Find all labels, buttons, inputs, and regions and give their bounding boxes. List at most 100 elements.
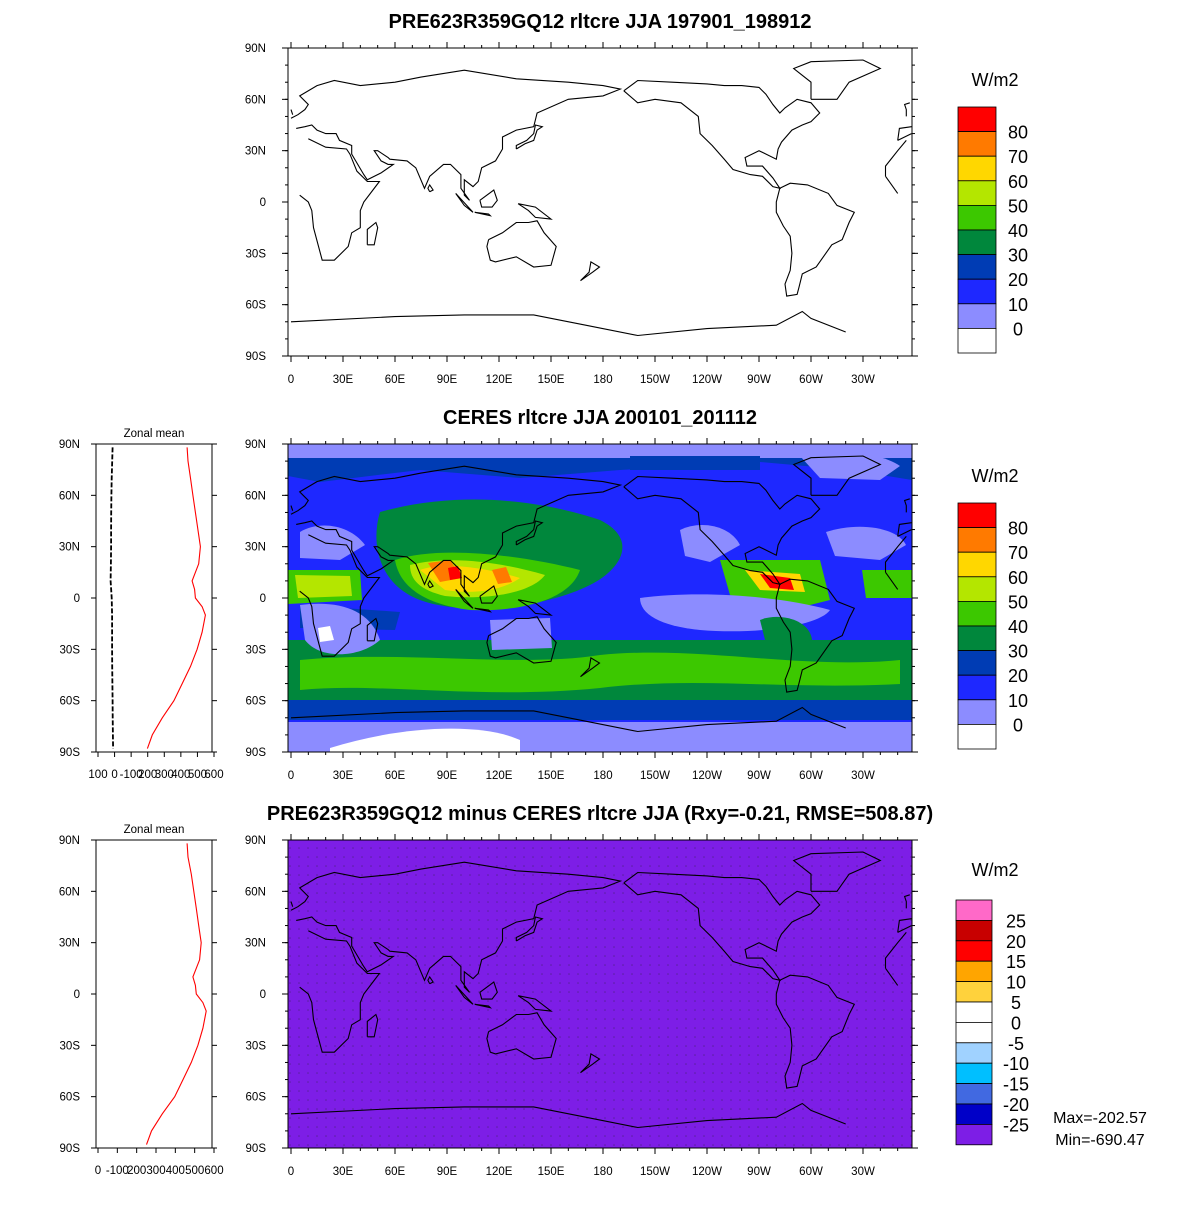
zonal-x-label: -100 bbox=[120, 769, 143, 781]
colorbar-label: 10 bbox=[1008, 295, 1028, 315]
coastline bbox=[580, 657, 601, 678]
lon-tick-label: 180 bbox=[593, 1166, 612, 1178]
lat-tick-label: 30N bbox=[245, 542, 266, 554]
panel3-title: PRE623R359GQ12 minus CERES rltcre JJA (R… bbox=[267, 803, 933, 825]
coastline bbox=[792, 851, 882, 892]
lon-tick-label: 180 bbox=[593, 770, 612, 782]
colorbar-label: 30 bbox=[1008, 246, 1028, 266]
colorbar-label: 50 bbox=[1008, 592, 1028, 612]
lon-tick-label: 90W bbox=[747, 770, 771, 782]
zonal-x-label: 600 bbox=[204, 769, 223, 781]
lat-tick-label: 60N bbox=[245, 94, 266, 106]
colorbar-box bbox=[955, 920, 993, 942]
lon-tick-label: 90E bbox=[437, 1166, 458, 1178]
panel3-field bbox=[288, 840, 912, 1148]
panel2-field bbox=[288, 444, 912, 752]
zonal-x-label: 400 bbox=[166, 1165, 185, 1177]
coastline bbox=[455, 985, 474, 1005]
lat-tick-label: 60S bbox=[246, 1092, 267, 1104]
lon-tick-label: 0 bbox=[288, 1166, 294, 1178]
lon-tick-label: 90W bbox=[747, 1166, 771, 1178]
colorbar-box bbox=[955, 1001, 993, 1023]
lon-tick-label: 60E bbox=[385, 770, 406, 782]
colorbar-box bbox=[957, 106, 997, 133]
zonal-x-label: 300 bbox=[146, 1165, 165, 1177]
coastline bbox=[515, 520, 544, 546]
lon-tick-label: 60E bbox=[385, 1166, 406, 1178]
coastline bbox=[366, 617, 379, 642]
zonal-x-label: 400 bbox=[171, 769, 190, 781]
colorbar-box bbox=[955, 1103, 993, 1125]
coastline bbox=[427, 579, 434, 589]
coastline bbox=[623, 475, 821, 586]
zonal2-title: Zonal mean bbox=[124, 824, 185, 836]
coastline bbox=[290, 69, 912, 201]
coastline bbox=[427, 975, 434, 985]
lat-tick-label: 90S bbox=[246, 1143, 267, 1155]
colorbar-label: 50 bbox=[1008, 196, 1028, 216]
colorbar-box bbox=[957, 180, 997, 206]
lon-tick-label: 0 bbox=[288, 770, 294, 782]
map-axes: 90N 60N 30N 0 30S 60S 90S 0 30E 60E 90E 120E 150E 180… bbox=[245, 42, 918, 1178]
lon-tick-label: 120E bbox=[486, 770, 513, 782]
coastline bbox=[792, 59, 882, 100]
lon-tick-label: 30W bbox=[851, 770, 875, 782]
colorbar-label: 15 bbox=[1006, 952, 1026, 972]
colorbar-label: 20 bbox=[1006, 932, 1026, 952]
coastline bbox=[515, 916, 544, 942]
zonal-x-label: -100 bbox=[106, 1165, 129, 1177]
colorbar-box bbox=[955, 960, 993, 983]
colorbar-box bbox=[955, 981, 993, 1003]
lon-tick-label: 30E bbox=[333, 374, 354, 386]
zonal-lat-label: 30N bbox=[59, 938, 80, 950]
coastline bbox=[299, 930, 907, 1053]
lat-tick-label: 60S bbox=[246, 300, 267, 312]
zonal-series-line bbox=[146, 447, 206, 749]
colorbar3-title: W/m2 bbox=[972, 860, 1019, 880]
colorbar1: 80 70 60 50 40 30 20 10 0 bbox=[957, 106, 1028, 354]
lon-tick-label: 150E bbox=[538, 1166, 565, 1178]
colorbar-label: 40 bbox=[1008, 221, 1028, 241]
zonal1-title: Zonal mean bbox=[124, 428, 185, 440]
lat-tick-label: 0 bbox=[260, 197, 266, 209]
colorbar-label: -15 bbox=[1003, 1075, 1029, 1095]
coastline bbox=[290, 706, 846, 733]
coastline bbox=[479, 189, 498, 208]
colorbar-box bbox=[957, 327, 997, 354]
lon-tick-label: 30W bbox=[851, 374, 875, 386]
colorbar-label: 10 bbox=[1006, 973, 1026, 993]
coastline bbox=[580, 261, 601, 282]
colorbar-box bbox=[957, 303, 997, 329]
lon-tick-label: 120E bbox=[486, 1166, 513, 1178]
coastline bbox=[290, 102, 910, 117]
zonal-x-label: 300 bbox=[155, 769, 174, 781]
colorbar-box bbox=[955, 1042, 993, 1064]
colorbar-box bbox=[955, 899, 993, 921]
colorbar-label: -20 bbox=[1003, 1095, 1029, 1115]
lat-tick-label: 60N bbox=[245, 490, 266, 502]
lon-tick-label: 60W bbox=[799, 374, 823, 386]
panel1-title: PRE623R359GQ12 rltcre JJA 197901_198912 bbox=[389, 11, 812, 33]
zonal-x-label: 500 bbox=[185, 1165, 204, 1177]
lat-tick-label: 30S bbox=[246, 1040, 267, 1052]
lon-tick-label: 60E bbox=[385, 374, 406, 386]
coastline bbox=[290, 310, 846, 337]
coastline bbox=[427, 183, 434, 193]
lat-tick-label: 30N bbox=[245, 938, 266, 950]
panel1-coastlines bbox=[290, 59, 912, 337]
colorbar-box bbox=[957, 576, 997, 602]
coastline bbox=[290, 1102, 846, 1129]
zonal-lat-label: 90N bbox=[59, 439, 80, 451]
colorbar-label: 60 bbox=[1008, 568, 1028, 588]
colorbar-label: 5 bbox=[1011, 993, 1021, 1013]
lat-tick-label: 30N bbox=[245, 146, 266, 158]
colorbar-label: 40 bbox=[1008, 617, 1028, 637]
zonal-lat-label: 30S bbox=[60, 644, 81, 656]
lon-tick-label: 150W bbox=[640, 374, 670, 386]
colorbar-box bbox=[955, 1083, 993, 1105]
lat-tick-label: 60N bbox=[245, 886, 266, 898]
coastline bbox=[479, 981, 498, 1000]
coastline bbox=[290, 465, 912, 597]
lon-tick-label: 60W bbox=[799, 770, 823, 782]
